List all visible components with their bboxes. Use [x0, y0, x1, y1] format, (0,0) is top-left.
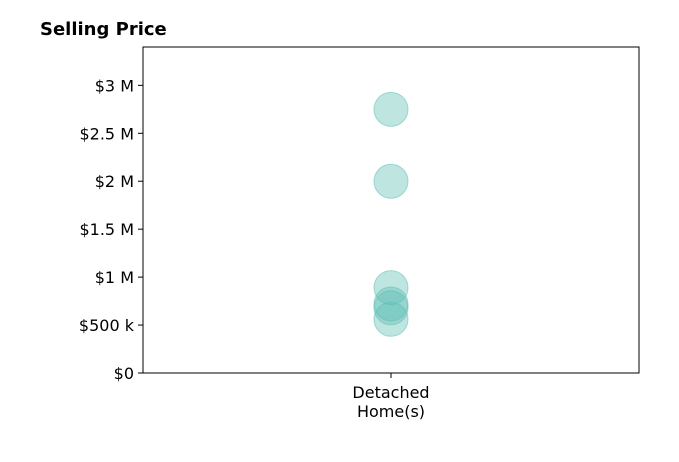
y-axis: $0 $500 k $1 M $1.5 M $2 M $2.5 M $3 M [79, 76, 143, 383]
x-tick-label-line: Home(s) [357, 402, 425, 421]
y-tick-label: $2.5 M [79, 124, 134, 143]
y-tick-label: $2 M [95, 172, 134, 191]
data-point [373, 270, 409, 306]
data-points [373, 91, 409, 337]
data-point [373, 163, 409, 199]
y-tick-label: $500 k [79, 316, 135, 335]
chart-title: Selling Price [40, 19, 167, 40]
y-tick-label: $1.5 M [79, 220, 134, 239]
data-point [373, 301, 409, 337]
y-tick-label: $3 M [95, 76, 134, 95]
x-axis: Detached Home(s) [352, 373, 430, 421]
y-tick-label: $1 M [95, 268, 134, 287]
data-point [373, 290, 409, 326]
y-tick-label: $0 [114, 364, 134, 383]
data-point [373, 91, 409, 127]
x-tick-label-line: Detached [352, 383, 429, 402]
x-tick-label: Detached Home(s) [352, 383, 429, 421]
